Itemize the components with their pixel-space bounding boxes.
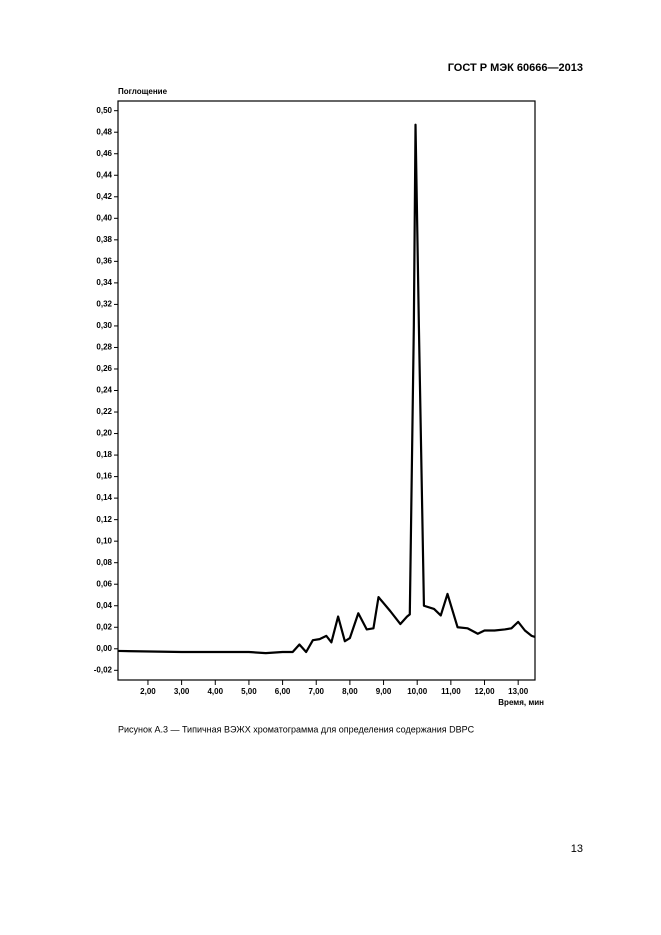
y-tick-label: 0,36 [96, 256, 112, 265]
x-tick-label: 5,00 [241, 687, 257, 696]
x-tick-label: 8,00 [342, 687, 358, 696]
y-tick-label: 0,22 [96, 407, 112, 416]
y-tick-label: 0,06 [96, 579, 112, 588]
page-number: 13 [571, 843, 583, 855]
x-tick-label: 7,00 [308, 687, 324, 696]
y-tick-label: 0,50 [96, 106, 112, 115]
y-tick-label: 0,34 [96, 278, 112, 287]
y-tick-label: 0,30 [96, 321, 112, 330]
y-tick-label: 0,26 [96, 364, 112, 373]
x-tick-label: 4,00 [207, 687, 223, 696]
y-tick-label: 0,00 [96, 644, 112, 653]
y-axis-label: Поглощение [118, 87, 168, 96]
x-tick-label: 3,00 [174, 687, 190, 696]
y-tick-label: 0,28 [96, 343, 112, 352]
y-tick-label: 0,20 [96, 429, 112, 438]
y-tick-label: 0,08 [96, 558, 112, 567]
y-tick-label: 0,04 [96, 601, 112, 610]
y-tick-label: 0,12 [96, 515, 112, 524]
y-tick-label: 0,40 [96, 213, 112, 222]
y-tick-label: 0,44 [96, 170, 112, 179]
y-tick-label: 0,46 [96, 149, 112, 158]
y-tick-label: 0,24 [96, 386, 112, 395]
header: ГОСТ Р МЭК 60666—2013 [448, 62, 583, 74]
x-tick-label: 12,00 [475, 687, 496, 696]
y-tick-label: 0,38 [96, 235, 112, 244]
y-tick-label: 0,16 [96, 472, 112, 481]
x-tick-label: 13,00 [508, 687, 529, 696]
data-line [117, 123, 536, 655]
x-tick-label: 2,00 [140, 687, 156, 696]
x-axis-label: Время, мин [498, 698, 544, 707]
y-tick-label: 0,18 [96, 450, 112, 459]
x-tick-label: 9,00 [376, 687, 392, 696]
caption: Рисунок А.3 — Типичная ВЭЖХ хроматограмм… [118, 724, 475, 734]
x-tick-label: 10,00 [407, 687, 428, 696]
x-tick-label: 6,00 [275, 687, 291, 696]
x-tick-label: 11,00 [441, 687, 461, 696]
plot-frame [117, 100, 536, 681]
y-tick-label: 0,10 [96, 536, 112, 545]
y-tick-label: 0,32 [96, 300, 112, 309]
y-tick-label: 0,02 [96, 622, 112, 631]
y-tick-label: 0,48 [96, 127, 112, 136]
y-tick-label: 0,42 [96, 192, 112, 201]
y-tick-label: -0,02 [94, 665, 113, 674]
y-tick-label: 0,14 [96, 493, 112, 502]
